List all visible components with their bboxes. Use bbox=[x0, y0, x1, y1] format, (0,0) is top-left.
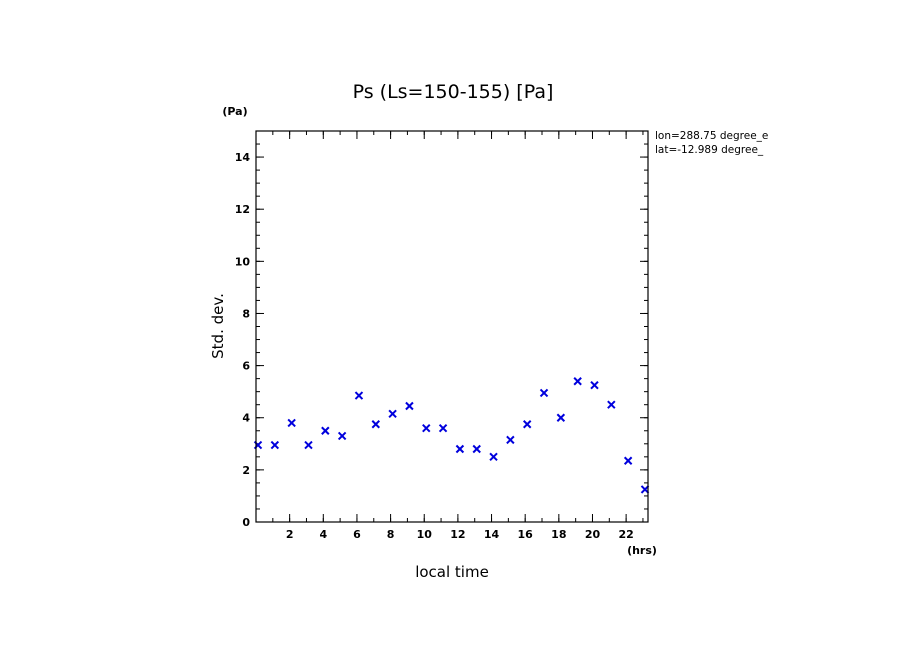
info-lon: lon=288.75 degree_e bbox=[655, 130, 768, 142]
data-point bbox=[405, 401, 414, 411]
data-point bbox=[388, 409, 397, 419]
data-point bbox=[607, 400, 616, 409]
data-point bbox=[438, 423, 448, 433]
plot-frame bbox=[255, 130, 649, 523]
y-tick-label: 4 bbox=[242, 412, 250, 425]
data-point bbox=[573, 377, 582, 386]
data-point bbox=[270, 440, 280, 450]
y-axis-label: Std. dev. bbox=[209, 293, 227, 359]
data-point bbox=[455, 444, 465, 454]
data-point bbox=[287, 418, 296, 428]
data-point bbox=[304, 440, 313, 450]
data-point bbox=[354, 391, 364, 400]
y-tick-label: 10 bbox=[235, 255, 251, 268]
data-point bbox=[321, 426, 330, 435]
y-tick-label: 2 bbox=[242, 464, 250, 477]
data-point bbox=[539, 388, 549, 398]
data-point bbox=[489, 452, 498, 462]
data-point bbox=[590, 380, 599, 390]
y-tick-label: 0 bbox=[242, 516, 250, 529]
info-lat: lat=-12.989 degree_ bbox=[655, 144, 764, 156]
x-tick-label: 14 bbox=[484, 528, 500, 541]
data-point bbox=[472, 444, 481, 454]
x-tick-label: 4 bbox=[319, 528, 327, 541]
data-point bbox=[640, 485, 650, 494]
x-tick-label: 12 bbox=[450, 528, 465, 541]
x-tick-label: 8 bbox=[387, 528, 395, 541]
data-point bbox=[506, 435, 515, 445]
y-tick-label: 14 bbox=[235, 151, 251, 164]
data-point bbox=[371, 420, 380, 429]
y-tick-label: 12 bbox=[235, 203, 250, 216]
x-tick-label: 6 bbox=[353, 528, 361, 541]
x-tick-label: 22 bbox=[618, 528, 633, 541]
data-points bbox=[253, 377, 650, 494]
data-point bbox=[337, 431, 347, 441]
chart-title: Ps (Ls=150-155) [Pa] bbox=[353, 81, 554, 103]
y-unit-label: (Pa) bbox=[222, 105, 247, 118]
x-tick-label: 10 bbox=[417, 528, 433, 541]
x-tick-label: 16 bbox=[518, 528, 534, 541]
x-tick-label: 20 bbox=[585, 528, 601, 541]
data-point bbox=[556, 413, 566, 422]
x-unit-label: (hrs) bbox=[627, 544, 657, 557]
y-tick-label: 8 bbox=[242, 307, 250, 320]
axis-ticks bbox=[256, 131, 648, 523]
data-point bbox=[422, 423, 431, 433]
y-tick-label: 6 bbox=[242, 360, 250, 373]
x-tick-label: 2 bbox=[286, 528, 294, 541]
x-tick-label: 18 bbox=[551, 528, 566, 541]
data-point bbox=[623, 456, 633, 465]
tick-labels: 2 4 6 8 10 12 14 16 18 20 22 0 2 4 6 8 10 12 14 bbox=[235, 151, 634, 541]
data-point bbox=[522, 420, 532, 429]
x-axis-label: local time bbox=[415, 563, 489, 581]
